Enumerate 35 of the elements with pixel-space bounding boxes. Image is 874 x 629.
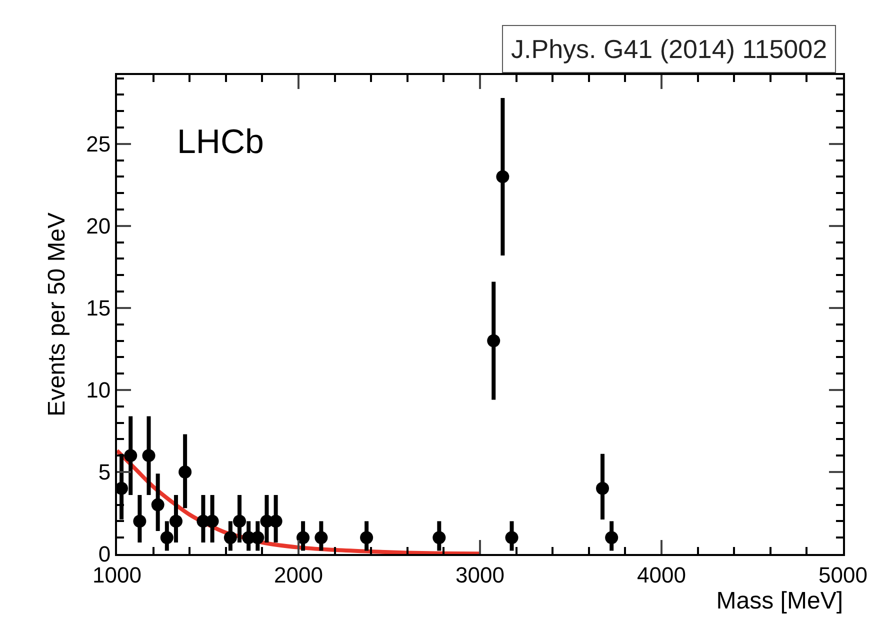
point (133, 514, 146, 528)
point (251, 531, 264, 544)
point (169, 514, 182, 528)
point (178, 465, 192, 478)
point (224, 531, 237, 544)
annotation: LHCb (177, 123, 264, 161)
point (124, 449, 138, 462)
point (142, 449, 156, 462)
point (360, 531, 374, 544)
x-tick-label: 4000 (637, 562, 686, 588)
line-series (117, 448, 482, 554)
x-tick-label: 3000 (456, 562, 504, 588)
y-tick-label: 25 (86, 132, 111, 157)
y-tick-label: 15 (86, 296, 111, 321)
x-tick-label: 2000 (274, 562, 323, 588)
point (296, 531, 310, 544)
x-axis-title: Mass [MeV] (716, 587, 843, 614)
point (160, 531, 174, 544)
point (206, 514, 219, 528)
point (596, 482, 610, 495)
point (269, 514, 282, 528)
x-tick-label: 5000 (818, 562, 868, 588)
point (432, 531, 446, 544)
y-axis-title: Events per 50 MeV (44, 212, 71, 417)
point (151, 498, 164, 512)
point (505, 531, 518, 544)
text: J.Phys. G41 (2014) 115002 (511, 34, 828, 64)
point (605, 531, 618, 544)
point (487, 334, 500, 348)
point (496, 170, 510, 184)
y-tick-label: 5 (98, 460, 111, 485)
point (233, 514, 246, 528)
y-tick-label: 10 (86, 378, 111, 403)
point (314, 531, 328, 544)
y-tick-label: 20 (86, 214, 111, 239)
